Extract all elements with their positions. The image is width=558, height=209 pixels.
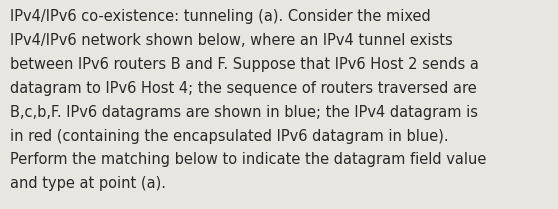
Text: datagram to IPv6 Host 4; the sequence of routers traversed are: datagram to IPv6 Host 4; the sequence of… — [10, 81, 477, 96]
Text: Perform the matching below to indicate the datagram field value: Perform the matching below to indicate t… — [10, 152, 487, 167]
Text: and type at point (a).: and type at point (a). — [10, 176, 166, 191]
Text: between IPv6 routers B and F. Suppose that IPv6 Host 2 sends a: between IPv6 routers B and F. Suppose th… — [10, 57, 479, 72]
Text: IPv4/IPv6 co-existence: tunneling (a). Consider the mixed: IPv4/IPv6 co-existence: tunneling (a). C… — [10, 9, 431, 24]
Text: in red (containing the encapsulated IPv6 datagram in blue).: in red (containing the encapsulated IPv6… — [10, 129, 449, 144]
Text: IPv4/IPv6 network shown below, where an IPv4 tunnel exists: IPv4/IPv6 network shown below, where an … — [10, 33, 453, 48]
Text: B,c,b,F. IPv6 datagrams are shown in blue; the IPv4 datagram is: B,c,b,F. IPv6 datagrams are shown in blu… — [10, 105, 478, 120]
